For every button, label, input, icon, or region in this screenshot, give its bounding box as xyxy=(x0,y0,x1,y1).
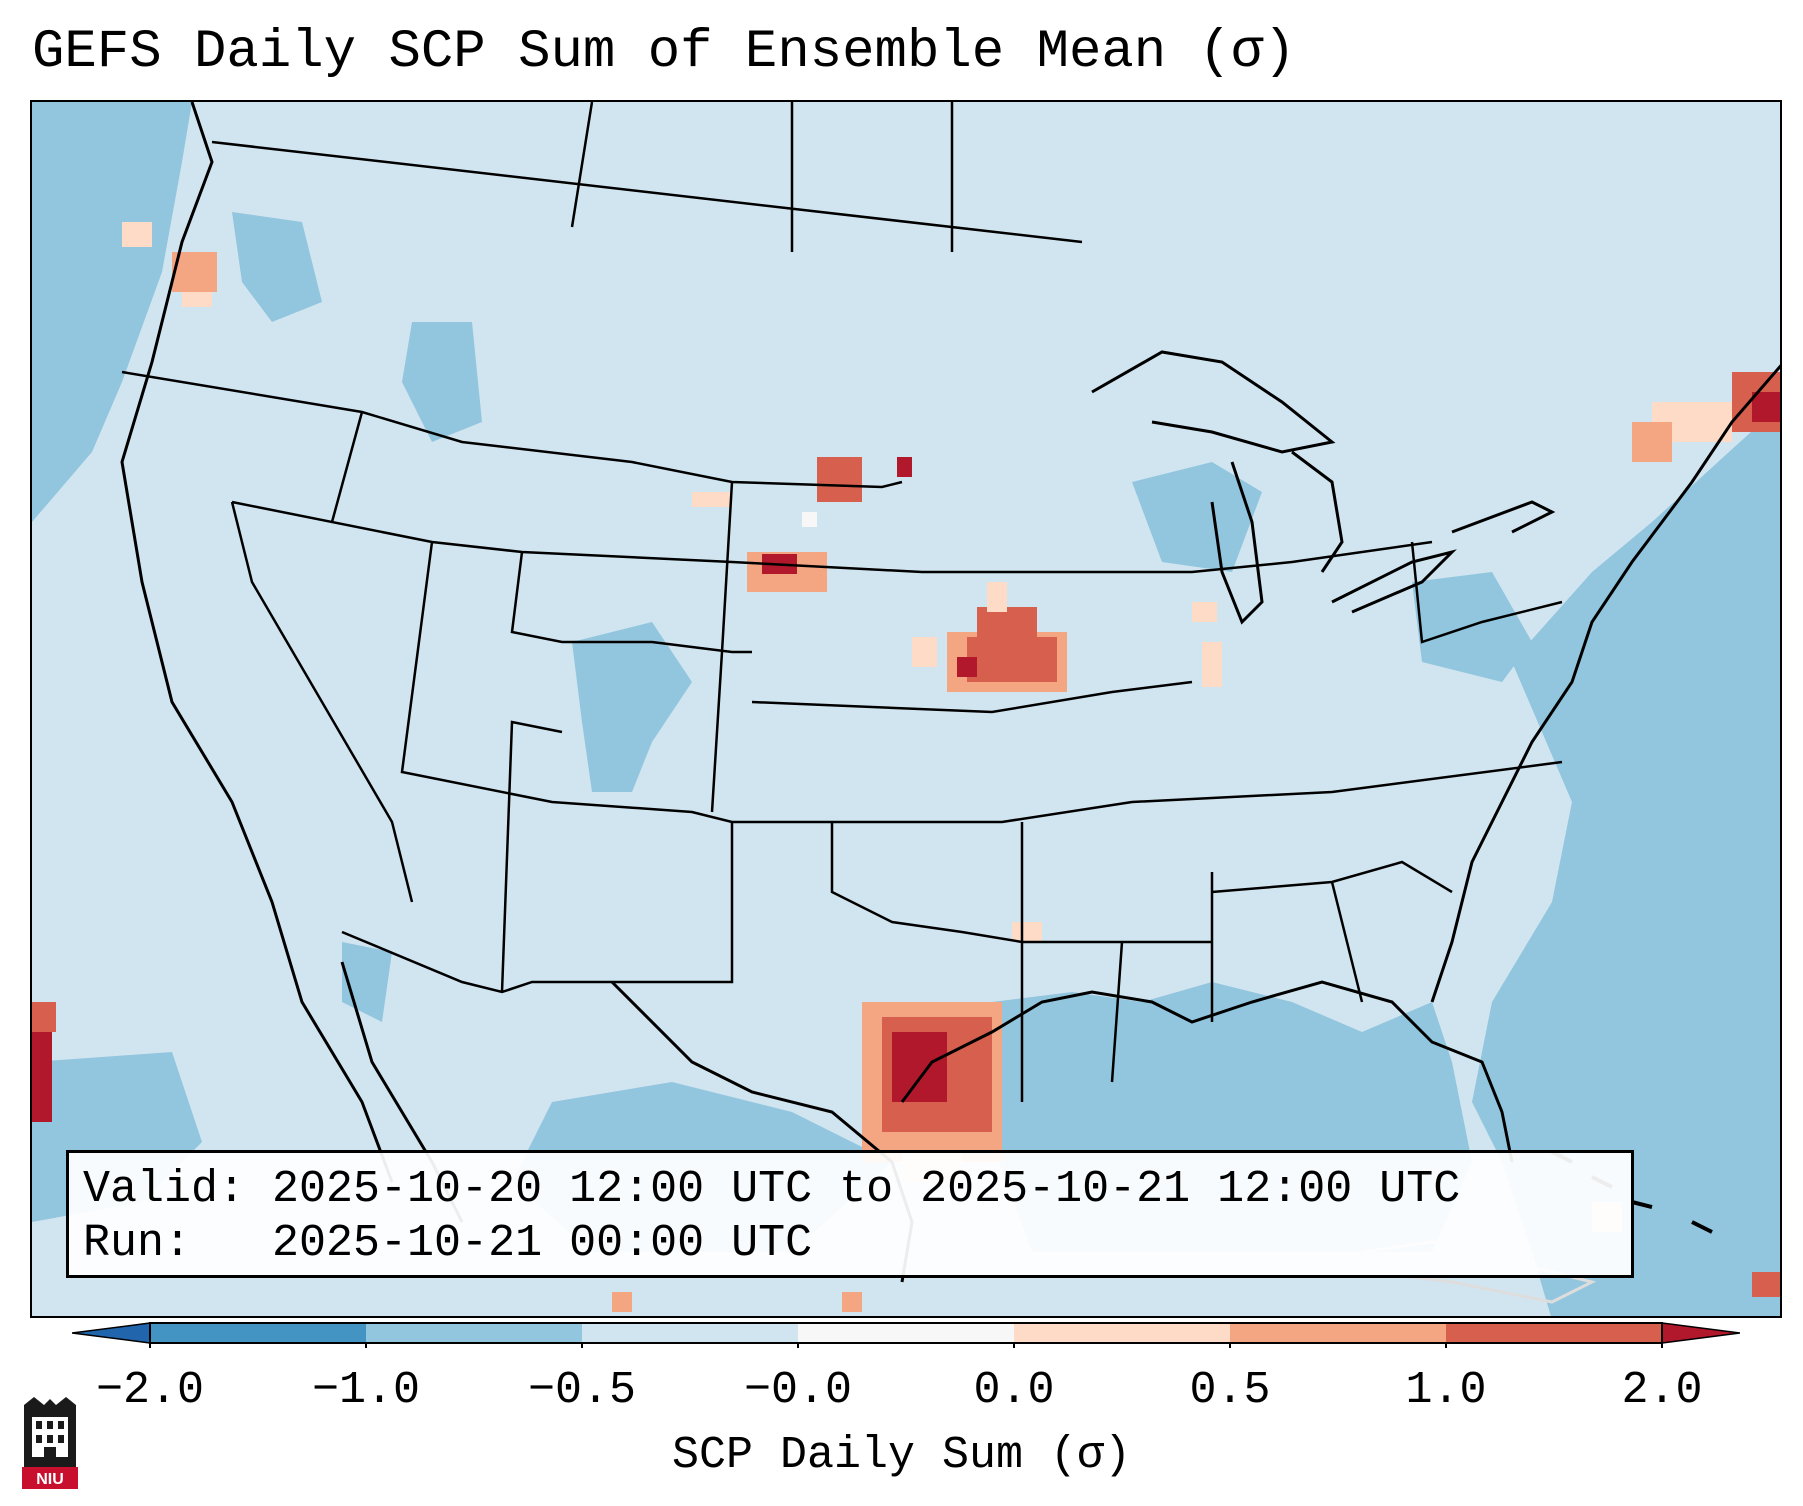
colorbar-tick-label: 1.0 xyxy=(1405,1365,1487,1416)
negative-anomaly-areas xyxy=(32,102,1780,1316)
colorbar-bin-7 xyxy=(1446,1323,1662,1343)
colorbar-tick-label: −0.0 xyxy=(743,1365,853,1416)
positive-anomaly-areas xyxy=(32,222,1780,1312)
colorbar-tick-label: 2.0 xyxy=(1621,1365,1703,1416)
map-title: GEFS Daily SCP Sum of Ensemble Mean (σ) xyxy=(32,22,1296,83)
colorbar-extend-low xyxy=(72,1322,151,1344)
colorbar-bin-4 xyxy=(798,1323,1014,1343)
colorbar-extend-high xyxy=(1661,1322,1740,1344)
niu-logo-icon: NIU xyxy=(22,1397,78,1489)
colorbar-tick-label: −0.5 xyxy=(527,1365,637,1416)
colorbar-bin-2 xyxy=(366,1323,582,1343)
colorbar xyxy=(72,1322,1740,1348)
validity-info-box: Valid: 2025-10-20 12:00 UTC to 2025-10-2… xyxy=(66,1150,1634,1278)
colorbar-label: SCP Daily Sum (σ) xyxy=(671,1430,1132,1481)
run-time-line: Run: 2025-10-21 00:00 UTC xyxy=(83,1218,813,1269)
colorbar-tick-marks xyxy=(149,1343,1663,1348)
state-borders xyxy=(121,102,1563,1102)
colorbar-frame xyxy=(149,1322,1663,1344)
colorbar-bin-1 xyxy=(150,1323,366,1343)
colorbar-tick-label: 0.5 xyxy=(1189,1365,1271,1416)
valid-time-line: Valid: 2025-10-20 12:00 UTC to 2025-10-2… xyxy=(83,1164,1461,1215)
coastline xyxy=(120,102,1780,1283)
colorbar-tick-label: −2.0 xyxy=(95,1365,205,1416)
colorbar-bin-5 xyxy=(1014,1323,1230,1343)
great-lakes xyxy=(1091,350,1556,625)
map-panel[interactable] xyxy=(30,100,1782,1318)
colorbar-bin-6 xyxy=(1230,1323,1446,1343)
colorbar-bin-3 xyxy=(582,1323,798,1343)
niu-logo-text: NIU xyxy=(36,1471,64,1488)
colorbar-tick-label: 0.0 xyxy=(973,1365,1055,1416)
colorbar-tick-label: −1.0 xyxy=(311,1365,421,1416)
map-canvas xyxy=(32,102,1780,1316)
